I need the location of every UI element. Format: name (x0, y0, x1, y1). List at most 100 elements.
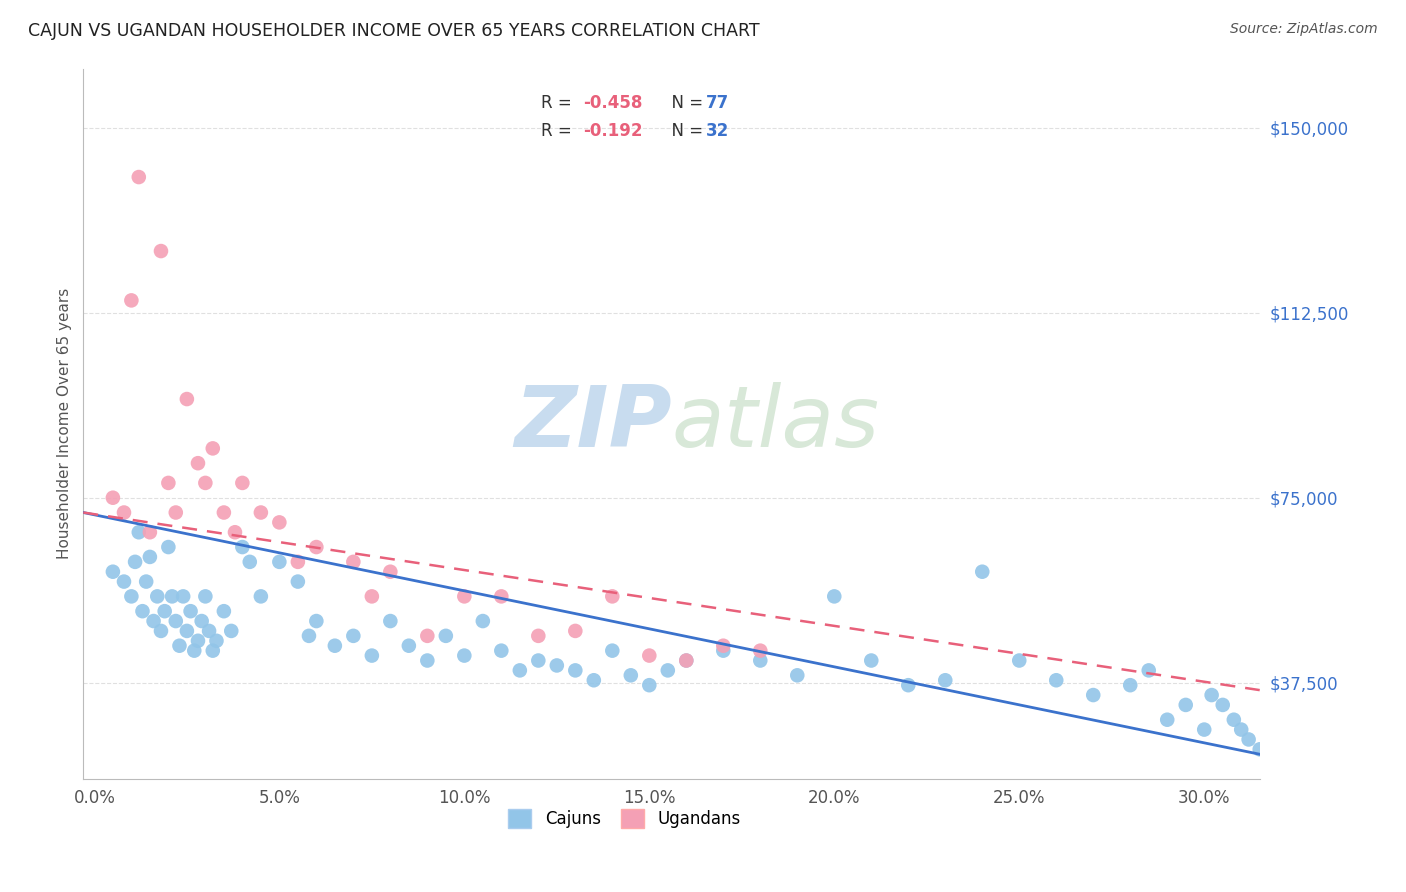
Point (342, 629, 364, 643)
Point (139, 549, 162, 564)
Point (120, 293, 142, 308)
Point (546, 658, 568, 673)
Point (972, 565, 994, 579)
Point (180, 604, 202, 618)
Point (582, 673, 605, 688)
Point (212, 604, 235, 618)
Point (342, 555, 364, 569)
Point (101, 491, 124, 505)
Point (169, 639, 191, 653)
Point (190, 614, 212, 628)
Point (139, 525, 162, 540)
Point (564, 624, 586, 638)
Point (602, 590, 624, 604)
Point (434, 629, 457, 643)
Point (112, 506, 135, 520)
Point (269, 555, 291, 569)
Point (1083, 688, 1105, 702)
Point (823, 590, 845, 604)
Point (298, 629, 321, 643)
Point (860, 653, 883, 667)
Point (212, 506, 235, 520)
Text: R =: R = (541, 94, 578, 112)
Text: ZIP: ZIP (513, 382, 672, 466)
Point (1008, 653, 1031, 667)
Point (183, 643, 205, 657)
Point (305, 614, 328, 628)
Point (165, 614, 187, 628)
Point (194, 590, 217, 604)
Text: N =: N = (661, 122, 709, 140)
Point (1212, 698, 1234, 712)
Point (149, 624, 172, 638)
Point (786, 668, 808, 682)
Point (323, 639, 346, 653)
Point (1174, 698, 1197, 712)
Point (187, 633, 209, 648)
Point (287, 574, 309, 589)
Text: 77: 77 (706, 94, 730, 112)
Point (564, 664, 586, 678)
Point (135, 574, 157, 589)
Y-axis label: Householder Income Over 65 years: Householder Income Over 65 years (58, 288, 72, 559)
Point (527, 629, 550, 643)
Point (269, 516, 291, 530)
Point (205, 633, 228, 648)
Point (201, 643, 224, 657)
Text: R =: R = (541, 122, 578, 140)
Point (1223, 713, 1246, 727)
Point (620, 668, 643, 682)
Point (124, 555, 146, 569)
Point (527, 653, 550, 667)
Point (638, 678, 661, 692)
Point (657, 664, 679, 678)
Point (897, 678, 920, 692)
Point (239, 555, 262, 569)
Text: CAJUN VS UGANDAN HOUSEHOLDER INCOME OVER 65 YEARS CORRELATION CHART: CAJUN VS UGANDAN HOUSEHOLDER INCOME OVER… (28, 22, 759, 40)
Point (149, 244, 172, 258)
Point (157, 475, 180, 490)
Text: -0.192: -0.192 (583, 122, 643, 140)
Point (749, 643, 772, 657)
Text: 32: 32 (706, 122, 730, 140)
Point (1045, 673, 1067, 688)
Point (638, 648, 661, 663)
Point (471, 614, 494, 628)
Point (157, 540, 180, 554)
Point (101, 565, 124, 579)
Point (172, 590, 194, 604)
Point (201, 442, 224, 456)
Point (165, 506, 187, 520)
Point (380, 565, 402, 579)
Point (160, 590, 183, 604)
Point (416, 629, 439, 643)
Point (491, 590, 513, 604)
Point (231, 540, 253, 554)
Point (128, 169, 150, 184)
Point (128, 525, 150, 540)
Point (1137, 664, 1160, 678)
Point (153, 604, 176, 618)
Point (305, 540, 328, 554)
Point (1230, 723, 1253, 737)
Point (250, 590, 273, 604)
Point (1119, 678, 1142, 692)
Point (224, 525, 246, 540)
Point (287, 555, 309, 569)
Legend: Cajuns, Ugandans: Cajuns, Ugandans (502, 802, 748, 835)
Text: Source: ZipAtlas.com: Source: ZipAtlas.com (1230, 22, 1378, 37)
Point (453, 590, 475, 604)
Point (711, 639, 734, 653)
Point (360, 648, 382, 663)
Point (176, 624, 198, 638)
Point (1192, 723, 1215, 737)
Point (360, 590, 382, 604)
Point (1237, 732, 1260, 747)
Point (120, 590, 142, 604)
Point (1249, 742, 1271, 756)
Point (176, 392, 198, 406)
Point (675, 653, 697, 667)
Text: -0.458: -0.458 (583, 94, 643, 112)
Point (398, 639, 420, 653)
Point (675, 653, 697, 667)
